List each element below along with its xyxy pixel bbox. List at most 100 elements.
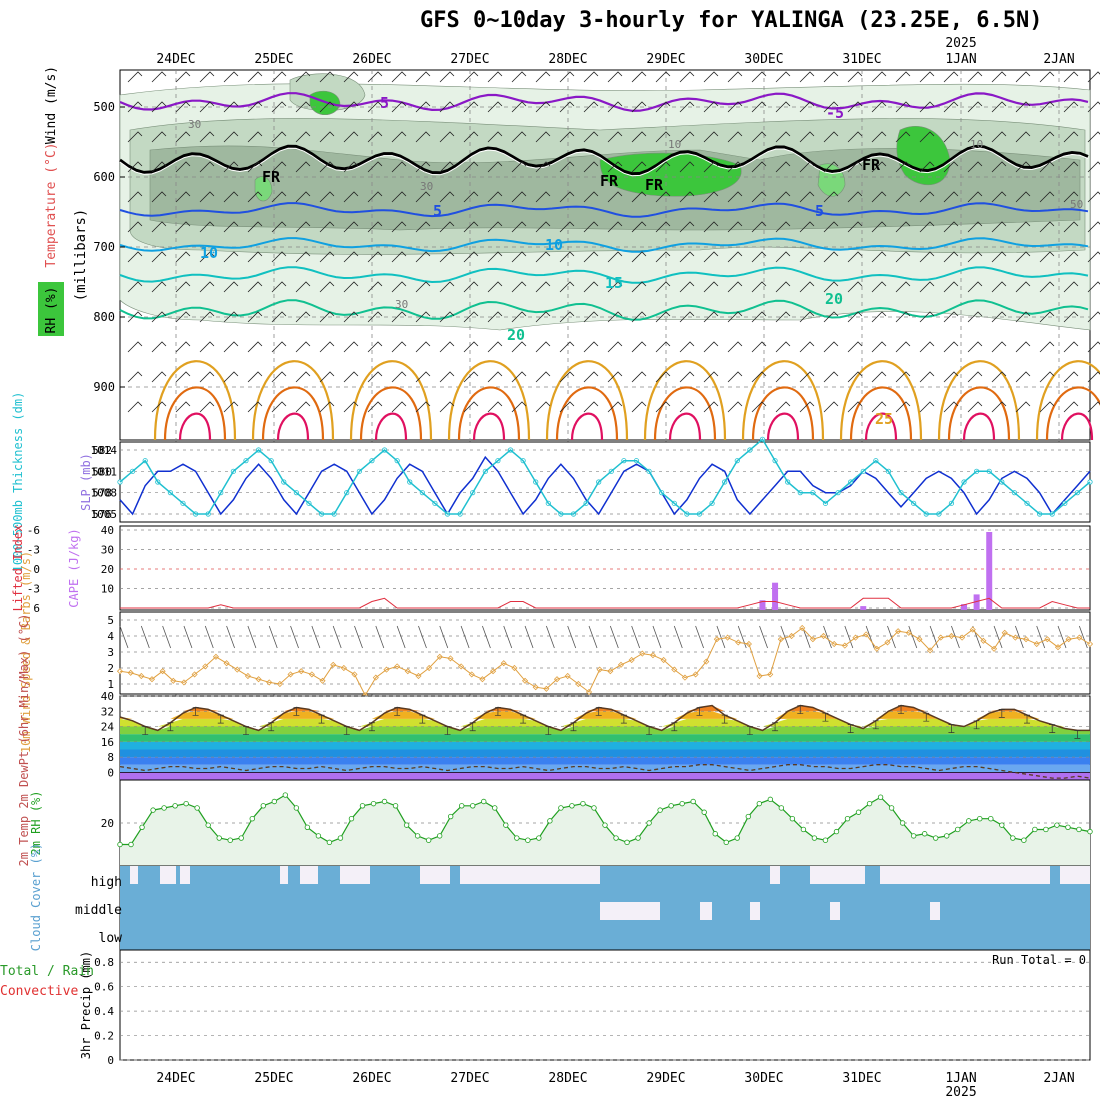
wind-barb <box>799 161 815 173</box>
rh-point <box>1021 837 1027 843</box>
wind-barb <box>655 311 671 323</box>
wind-barb-10m <box>1036 625 1046 649</box>
wind-barb <box>631 161 647 173</box>
wind-barb-10m <box>162 625 172 649</box>
cape-bar <box>759 600 766 610</box>
date-label-top: 26DEC <box>352 52 391 67</box>
rh-point <box>260 803 266 809</box>
wind-barb <box>535 191 551 203</box>
wind-barb-10m <box>737 625 747 649</box>
wind-barb <box>655 101 671 113</box>
minmax-errorbar <box>595 707 602 716</box>
wind-barb <box>1087 221 1100 233</box>
wind-barb <box>631 131 647 143</box>
minmax-errorbar <box>343 726 350 735</box>
wind-barb <box>487 371 503 383</box>
wind-tick: 1 <box>107 678 114 691</box>
rh-point <box>282 792 289 798</box>
contour-minus5 <box>119 92 1089 112</box>
wind-barb <box>367 251 383 263</box>
wind-barb <box>511 281 527 293</box>
rh-point <box>304 824 311 830</box>
wind-barb <box>943 131 959 143</box>
wind-barb <box>1015 311 1031 323</box>
wind-barb <box>127 311 143 323</box>
wind-barb <box>607 401 623 413</box>
rh-point <box>525 837 531 843</box>
wind-barb <box>727 161 743 173</box>
wind-barb <box>991 131 1007 143</box>
wind-barb <box>463 101 479 113</box>
wind-barb <box>1015 191 1031 203</box>
wind-barb <box>559 311 575 323</box>
wind-barb <box>919 191 935 203</box>
rh-saturated <box>599 152 742 197</box>
boundary-contour <box>178 412 212 441</box>
cloud-gap-high <box>180 866 190 884</box>
wind-barb-10m <box>929 625 939 649</box>
wind-barb <box>271 191 287 203</box>
wind-barb <box>871 191 887 203</box>
wind-barb <box>655 251 671 263</box>
wind-barb <box>895 371 911 383</box>
wind-barb <box>679 221 695 233</box>
rh-point <box>183 800 189 807</box>
wind-barb <box>535 221 551 233</box>
wind-barb <box>367 191 383 203</box>
minmax-errorbar <box>721 714 728 724</box>
wind-barb-10m <box>311 625 321 649</box>
wind-barb <box>295 371 311 383</box>
wind-barb <box>271 341 287 353</box>
wind-barb-10m <box>865 625 875 649</box>
wind-barb <box>823 161 839 173</box>
wind-barb <box>871 161 887 173</box>
wind-barb <box>727 71 743 83</box>
wind-barb <box>223 191 239 203</box>
wind-barb <box>367 311 383 323</box>
wind-barb <box>607 221 623 233</box>
cloud-gap-high <box>850 866 865 884</box>
wind-barb <box>223 101 239 113</box>
cape-bar <box>961 604 968 610</box>
wind-barb <box>391 161 407 173</box>
wind-barb <box>799 371 815 383</box>
temp-tick: 8 <box>107 751 114 764</box>
precip-tick: 0 <box>107 1054 114 1067</box>
wind-barb <box>319 251 335 263</box>
wind-barb <box>1015 251 1031 263</box>
wind-barb <box>535 131 551 143</box>
rh-point <box>822 837 829 843</box>
wind-barb <box>943 71 959 83</box>
rh-point <box>613 835 619 841</box>
minmax-errorbar <box>923 712 930 722</box>
contour-label: 30 <box>420 180 433 193</box>
wind-barb <box>751 371 767 383</box>
wind-barb <box>607 101 623 113</box>
rh-point <box>877 794 884 800</box>
rh-point <box>635 835 641 841</box>
rh-point <box>216 835 222 841</box>
wind-barb <box>391 401 407 413</box>
wind-barb <box>631 251 647 263</box>
wind-barb <box>895 311 911 323</box>
wind-barb <box>1015 131 1031 143</box>
wind-barb <box>247 371 263 383</box>
wind-barb <box>511 191 527 203</box>
minmax-errorbar <box>973 720 980 730</box>
rh2m-axis-label: 2m RH (%) <box>29 790 43 855</box>
minmax-errorbar <box>520 714 527 724</box>
boundary-contour <box>1060 412 1094 441</box>
lifted-index-line <box>120 597 1090 609</box>
wind-barb <box>175 191 191 203</box>
wind-barb-10m <box>588 625 598 649</box>
wind-tick: 3 <box>107 646 114 659</box>
wind-barb <box>127 191 143 203</box>
cloud-gap-middle <box>830 902 840 920</box>
slp-tick: 1005 <box>91 508 118 521</box>
wind-barb <box>415 281 431 293</box>
wind-barb <box>1087 341 1100 353</box>
rh-point <box>293 805 300 811</box>
wind-barb <box>703 221 719 233</box>
wind-barb <box>391 251 407 263</box>
rh-point <box>910 833 917 839</box>
